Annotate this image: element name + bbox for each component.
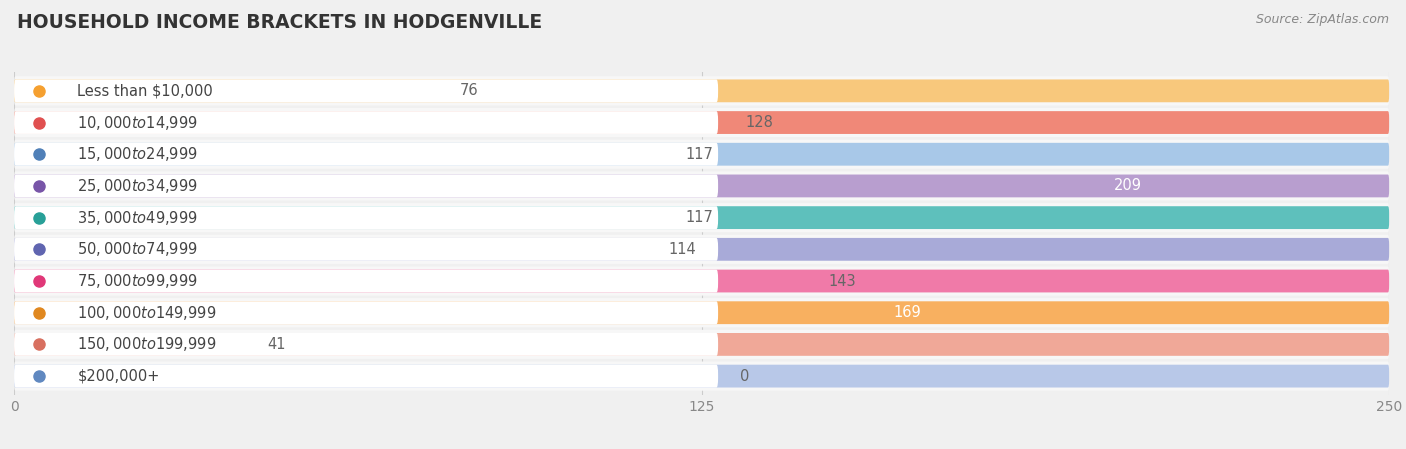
FancyBboxPatch shape	[14, 140, 1389, 169]
FancyBboxPatch shape	[14, 238, 718, 261]
Text: $15,000 to $24,999: $15,000 to $24,999	[77, 145, 198, 163]
FancyBboxPatch shape	[14, 206, 1389, 229]
Text: 0: 0	[740, 369, 749, 383]
Text: $150,000 to $199,999: $150,000 to $199,999	[77, 335, 217, 353]
FancyBboxPatch shape	[14, 175, 718, 198]
Text: $200,000+: $200,000+	[77, 369, 160, 383]
FancyBboxPatch shape	[14, 79, 1389, 102]
FancyBboxPatch shape	[14, 269, 718, 292]
Text: 209: 209	[1114, 178, 1142, 194]
Text: $100,000 to $149,999: $100,000 to $149,999	[77, 304, 217, 322]
FancyBboxPatch shape	[14, 333, 718, 356]
FancyBboxPatch shape	[14, 238, 1389, 261]
Text: 128: 128	[745, 115, 773, 130]
Text: 143: 143	[828, 273, 856, 289]
FancyBboxPatch shape	[14, 203, 1389, 232]
Text: 117: 117	[685, 147, 713, 162]
FancyBboxPatch shape	[14, 330, 1389, 359]
Text: $25,000 to $34,999: $25,000 to $34,999	[77, 177, 198, 195]
Text: HOUSEHOLD INCOME BRACKETS IN HODGENVILLE: HOUSEHOLD INCOME BRACKETS IN HODGENVILLE	[17, 13, 541, 32]
FancyBboxPatch shape	[14, 333, 1389, 356]
Text: 76: 76	[460, 84, 478, 98]
FancyBboxPatch shape	[14, 365, 718, 387]
Text: Less than $10,000: Less than $10,000	[77, 84, 214, 98]
FancyBboxPatch shape	[14, 79, 718, 102]
FancyBboxPatch shape	[14, 206, 718, 229]
Text: $10,000 to $14,999: $10,000 to $14,999	[77, 114, 198, 132]
FancyBboxPatch shape	[14, 111, 1389, 134]
FancyBboxPatch shape	[14, 111, 718, 134]
FancyBboxPatch shape	[14, 175, 1389, 198]
FancyBboxPatch shape	[14, 361, 1389, 391]
FancyBboxPatch shape	[14, 76, 1389, 106]
FancyBboxPatch shape	[14, 266, 1389, 295]
FancyBboxPatch shape	[14, 143, 718, 166]
FancyBboxPatch shape	[14, 269, 1389, 292]
Text: 169: 169	[894, 305, 921, 320]
FancyBboxPatch shape	[14, 301, 1389, 324]
FancyBboxPatch shape	[14, 235, 1389, 264]
Text: $35,000 to $49,999: $35,000 to $49,999	[77, 209, 198, 227]
FancyBboxPatch shape	[14, 365, 1389, 387]
Text: Source: ZipAtlas.com: Source: ZipAtlas.com	[1256, 13, 1389, 26]
Text: 41: 41	[267, 337, 285, 352]
Text: 117: 117	[685, 210, 713, 225]
Text: 114: 114	[669, 242, 696, 257]
FancyBboxPatch shape	[14, 172, 1389, 201]
FancyBboxPatch shape	[14, 108, 1389, 137]
Text: $75,000 to $99,999: $75,000 to $99,999	[77, 272, 198, 290]
FancyBboxPatch shape	[14, 301, 718, 324]
Text: $50,000 to $74,999: $50,000 to $74,999	[77, 240, 198, 258]
FancyBboxPatch shape	[14, 298, 1389, 327]
FancyBboxPatch shape	[14, 143, 1389, 166]
